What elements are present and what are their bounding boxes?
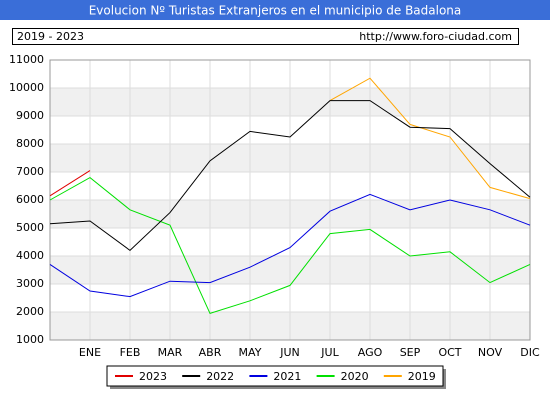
x-tick-label: JUL <box>320 346 339 359</box>
y-tick-label: 9000 <box>16 109 44 122</box>
series-line <box>49 193 531 298</box>
legend-label: 2023 <box>139 370 167 383</box>
y-tick-label: 8000 <box>16 137 44 150</box>
x-tick-label: ABR <box>199 346 222 359</box>
x-tick-label: ENE <box>79 346 101 359</box>
y-tick-label: 2000 <box>16 305 44 318</box>
title-bar <box>0 0 550 20</box>
y-tick-label: 11000 <box>9 53 44 66</box>
y-tick-label: 6000 <box>16 193 44 206</box>
legend-label: 2019 <box>408 370 436 383</box>
y-tick-label: 5000 <box>16 221 44 234</box>
series-line <box>49 176 531 315</box>
series-line <box>49 100 531 252</box>
x-tick-label: NOV <box>478 346 503 359</box>
subtitle-box <box>12 28 519 45</box>
y-tick-label: 4000 <box>16 249 44 262</box>
y-tick-label: 7000 <box>16 165 44 178</box>
legend-label: 2022 <box>206 370 234 383</box>
x-tick-label: MAR <box>158 346 183 359</box>
legend <box>106 365 444 387</box>
legend-label: 2021 <box>273 370 301 383</box>
legend-label: 2020 <box>341 370 369 383</box>
y-tick-label: 10000 <box>9 81 44 94</box>
x-tick-label: OCT <box>438 346 461 359</box>
x-tick-label: JUN <box>279 346 300 359</box>
y-tick-label: 3000 <box>16 277 44 290</box>
series-line <box>329 77 531 200</box>
x-tick-label: AGO <box>358 346 383 359</box>
y-tick-label: 1000 <box>16 333 44 346</box>
x-tick-label: DIC <box>520 346 540 359</box>
chart-title: Evolucion Nº Turistas Extranjeros en el … <box>89 4 462 18</box>
x-tick-label: SEP <box>400 346 421 359</box>
subtitle: 2019 - 2023 <box>17 30 84 43</box>
source: http://www.foro-ciudad.com <box>359 30 512 43</box>
series-line <box>49 170 91 197</box>
x-tick-label: FEB <box>120 346 141 359</box>
x-tick-label: MAY <box>239 346 262 359</box>
